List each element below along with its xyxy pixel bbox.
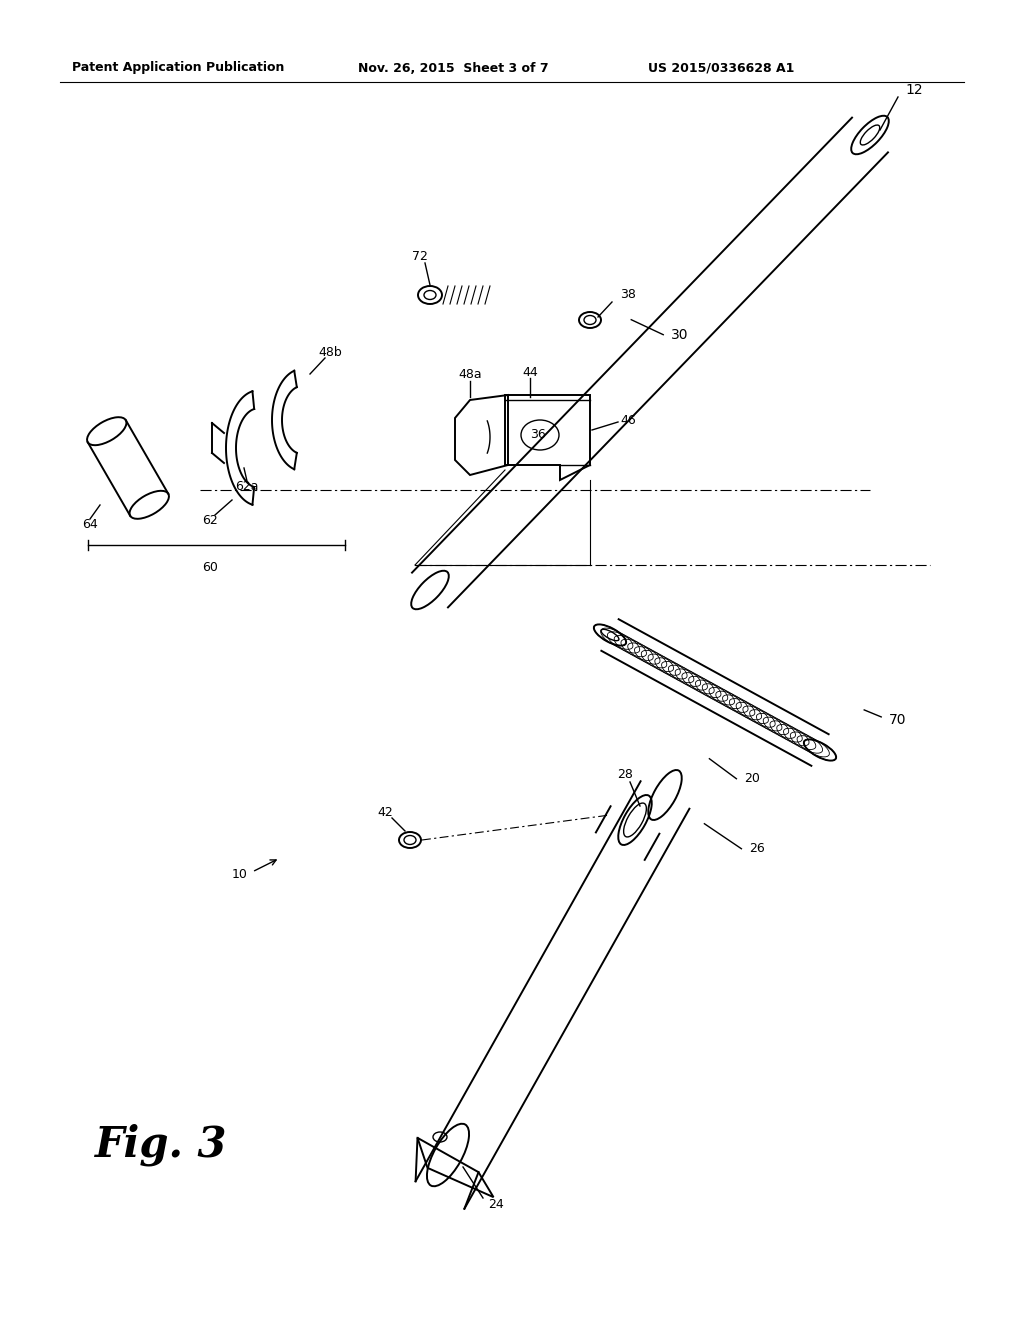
Text: 72: 72	[412, 251, 428, 264]
Text: 26: 26	[750, 842, 765, 855]
Text: Patent Application Publication: Patent Application Publication	[72, 62, 285, 74]
Text: 62a: 62a	[236, 480, 259, 494]
Text: 48b: 48b	[318, 346, 342, 359]
Text: 62: 62	[202, 513, 218, 527]
Text: 36: 36	[530, 428, 546, 441]
Text: 12: 12	[905, 83, 923, 96]
Text: US 2015/0336628 A1: US 2015/0336628 A1	[648, 62, 795, 74]
Text: 60: 60	[202, 561, 218, 574]
Text: 28: 28	[617, 768, 633, 781]
Text: 46: 46	[620, 413, 636, 426]
Text: 42: 42	[377, 805, 393, 818]
Text: 70: 70	[889, 713, 906, 727]
Text: 30: 30	[672, 327, 689, 342]
Text: 48a: 48a	[458, 368, 482, 381]
Text: 20: 20	[744, 772, 760, 785]
Text: Nov. 26, 2015  Sheet 3 of 7: Nov. 26, 2015 Sheet 3 of 7	[358, 62, 549, 74]
Text: Fig. 3: Fig. 3	[95, 1123, 227, 1167]
Text: 64: 64	[82, 519, 98, 532]
Text: 38: 38	[620, 289, 636, 301]
Text: 44: 44	[522, 366, 538, 379]
Text: 10: 10	[232, 869, 248, 882]
Text: 24: 24	[488, 1199, 504, 1212]
